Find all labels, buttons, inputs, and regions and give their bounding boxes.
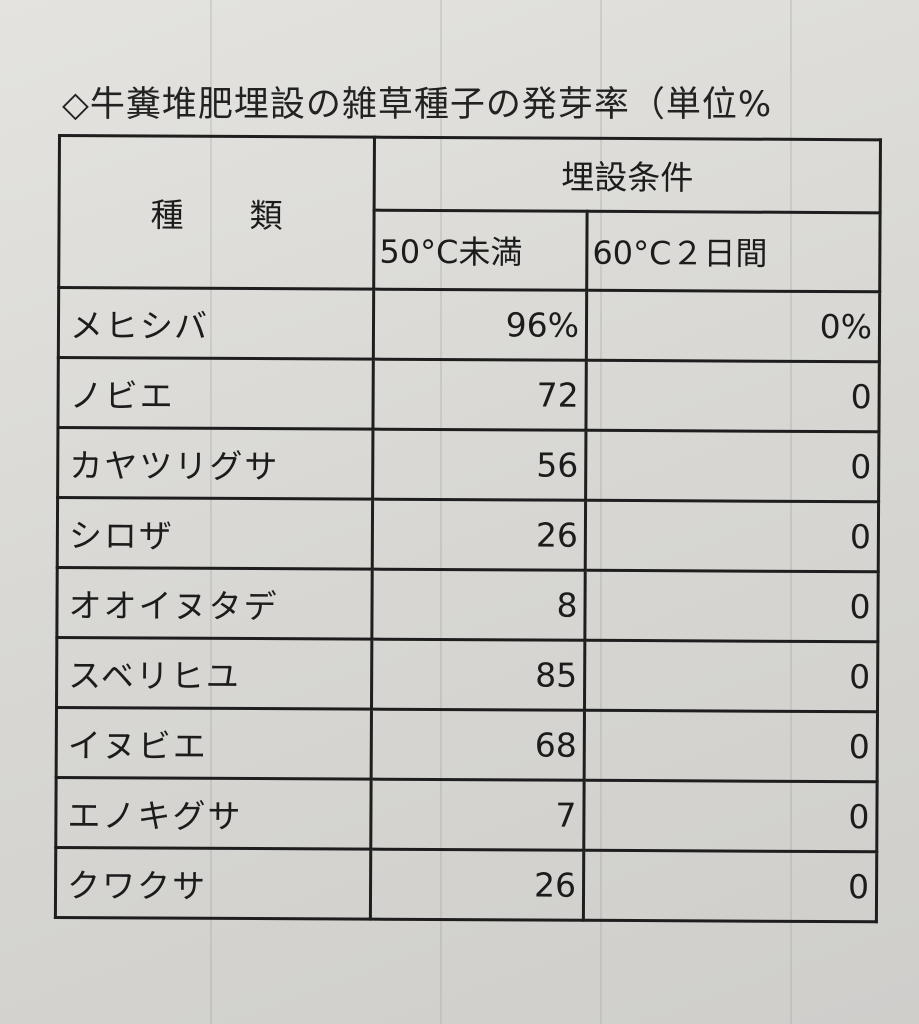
value-below-50c: 56 <box>372 429 586 501</box>
value-below-50c: 96% <box>373 289 587 361</box>
value-below-50c: 8 <box>371 569 586 641</box>
germination-table: 種 類 埋設条件 50°C未満 60°C２日間 メヒシバ 96% 0% ノビエ 72 0 カ… <box>54 134 882 923</box>
value-below-50c: 68 <box>371 709 585 781</box>
header-kind: 種 類 <box>58 135 375 290</box>
value-below-50c: 26 <box>372 499 586 571</box>
species-name: メヒシバ <box>58 287 374 360</box>
table-row: イヌビエ 68 0 <box>56 707 878 782</box>
value-60c-2days: 0 <box>585 430 879 502</box>
species-name: オオイヌタデ <box>56 567 373 640</box>
species-name: スベリヒユ <box>56 637 372 710</box>
species-name: カヤツリグサ <box>57 427 373 500</box>
value-below-50c: 85 <box>371 639 585 711</box>
table-row: スベリヒユ 85 0 <box>56 637 878 712</box>
species-name: イヌビエ <box>56 707 372 780</box>
table-row: カヤツリグサ 56 0 <box>57 427 879 502</box>
table-row: エノキグサ 7 0 <box>55 777 878 852</box>
value-60c-2days: 0 <box>584 570 879 642</box>
value-60c-2days: 0 <box>583 850 877 922</box>
value-below-50c: 7 <box>370 779 585 851</box>
species-name: ノビエ <box>57 357 374 430</box>
value-60c-2days: 0 <box>583 780 878 852</box>
value-60c-2days: 0% <box>586 290 880 362</box>
header-burial-conditions: 埋設条件 <box>374 137 881 213</box>
table-row: シロザ 26 0 <box>57 497 879 572</box>
ghost-line <box>600 0 602 1024</box>
value-below-50c: 26 <box>370 849 584 921</box>
value-60c-2days: 0 <box>585 360 880 432</box>
table-title: ◇牛糞堆肥埋設の雑草種子の発芽率（単位% <box>62 85 773 125</box>
table-row: メヒシバ 96% 0% <box>58 287 880 362</box>
table-row: クワクサ 26 0 <box>55 847 877 922</box>
header-60c-2days: 60°C２日間 <box>586 211 881 292</box>
ghost-line <box>210 0 212 1024</box>
species-name: クワクサ <box>55 847 371 920</box>
table-row: ノビエ 72 0 <box>57 357 880 432</box>
value-60c-2days: 0 <box>584 640 878 712</box>
value-60c-2days: 0 <box>584 710 878 782</box>
value-below-50c: 72 <box>372 359 587 431</box>
species-name: エノキグサ <box>55 777 372 850</box>
species-name: シロザ <box>57 497 373 570</box>
header-below-50c: 50°C未満 <box>373 210 588 291</box>
table-row: オオイヌタデ 8 0 <box>56 567 879 642</box>
value-60c-2days: 0 <box>585 500 879 572</box>
ghost-line <box>440 0 442 1024</box>
ghost-line <box>790 0 792 1024</box>
